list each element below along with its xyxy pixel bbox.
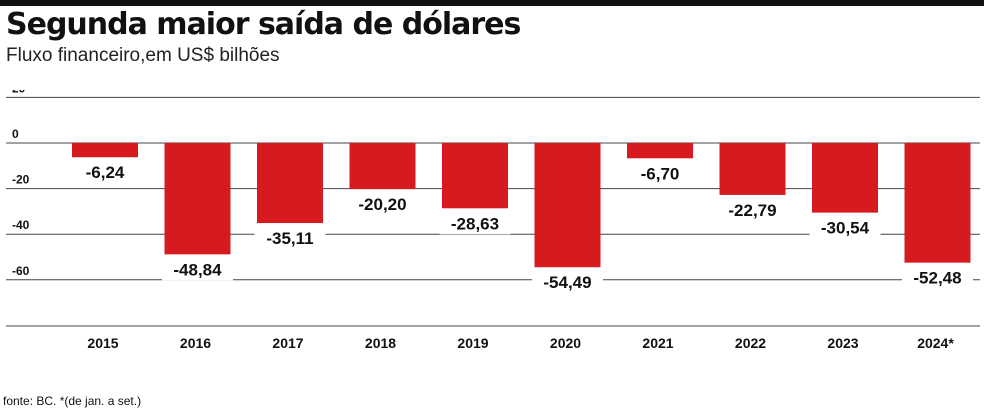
x-tick-label: 2016 [180,335,211,351]
bar-2022 [719,143,786,195]
y-tick-label: 20 [12,90,26,95]
x-tick-label: 2022 [735,335,766,351]
x-tick-label: 2021 [642,335,673,351]
y-tick-label: -40 [12,218,30,232]
x-tick-label: 2020 [550,335,581,351]
bar-2021 [627,143,693,159]
value-label-bg [532,271,603,294]
value-label: -28,63 [451,214,499,233]
value-label-bg [162,258,233,281]
x-tick-label: 2017 [272,335,303,351]
value-label: -22,79 [728,201,776,220]
chart-subtitle: Fluxo financeiro,em US$ bilhões [6,45,280,66]
value-label: -30,54 [821,219,870,238]
value-label-bg [902,266,973,289]
value-label: -48,84 [173,260,222,279]
bar-2018 [349,143,416,190]
x-tick-label: 2023 [827,335,858,351]
x-tick-label: 2015 [87,335,118,351]
value-label: -6,70 [641,164,680,183]
value-label: -52,48 [913,269,961,288]
source-note: fonte: BC. *(de jan. a set.) [3,394,142,408]
y-tick-label: -60 [12,264,30,278]
bar-2019 [442,143,508,209]
x-tick-label: 2018 [365,335,396,351]
value-label-bg [347,193,418,216]
value-label-bg [439,212,511,235]
bar-2020 [534,143,601,268]
value-label-bg [809,216,881,239]
bar-2015 [72,143,138,158]
value-label-bg [629,162,691,185]
y-tick-label: -20 [12,173,30,187]
x-tick-label: 2024* [917,335,954,351]
bar-2023 [812,143,878,213]
x-tick-label: 2019 [457,335,488,351]
bar-chart: 20 0 -20 -40 -60 -6,24 2015 -48,84 2016 -35,11 201… [6,90,980,351]
bar-2016 [164,143,231,255]
value-label-bg [717,198,788,221]
value-label: -20,20 [358,195,406,214]
bar-2017 [257,143,323,224]
bar-2024 [904,143,971,263]
value-label: -54,49 [543,273,591,292]
top-rule [0,0,984,6]
value-label: -6,24 [86,163,125,182]
y-tick-label: 0 [12,127,19,141]
value-label-bg [254,227,326,250]
value-label-bg [74,161,136,184]
value-label: -35,11 [266,229,313,248]
chart-title: Segunda maior saída de dólares [6,7,521,42]
